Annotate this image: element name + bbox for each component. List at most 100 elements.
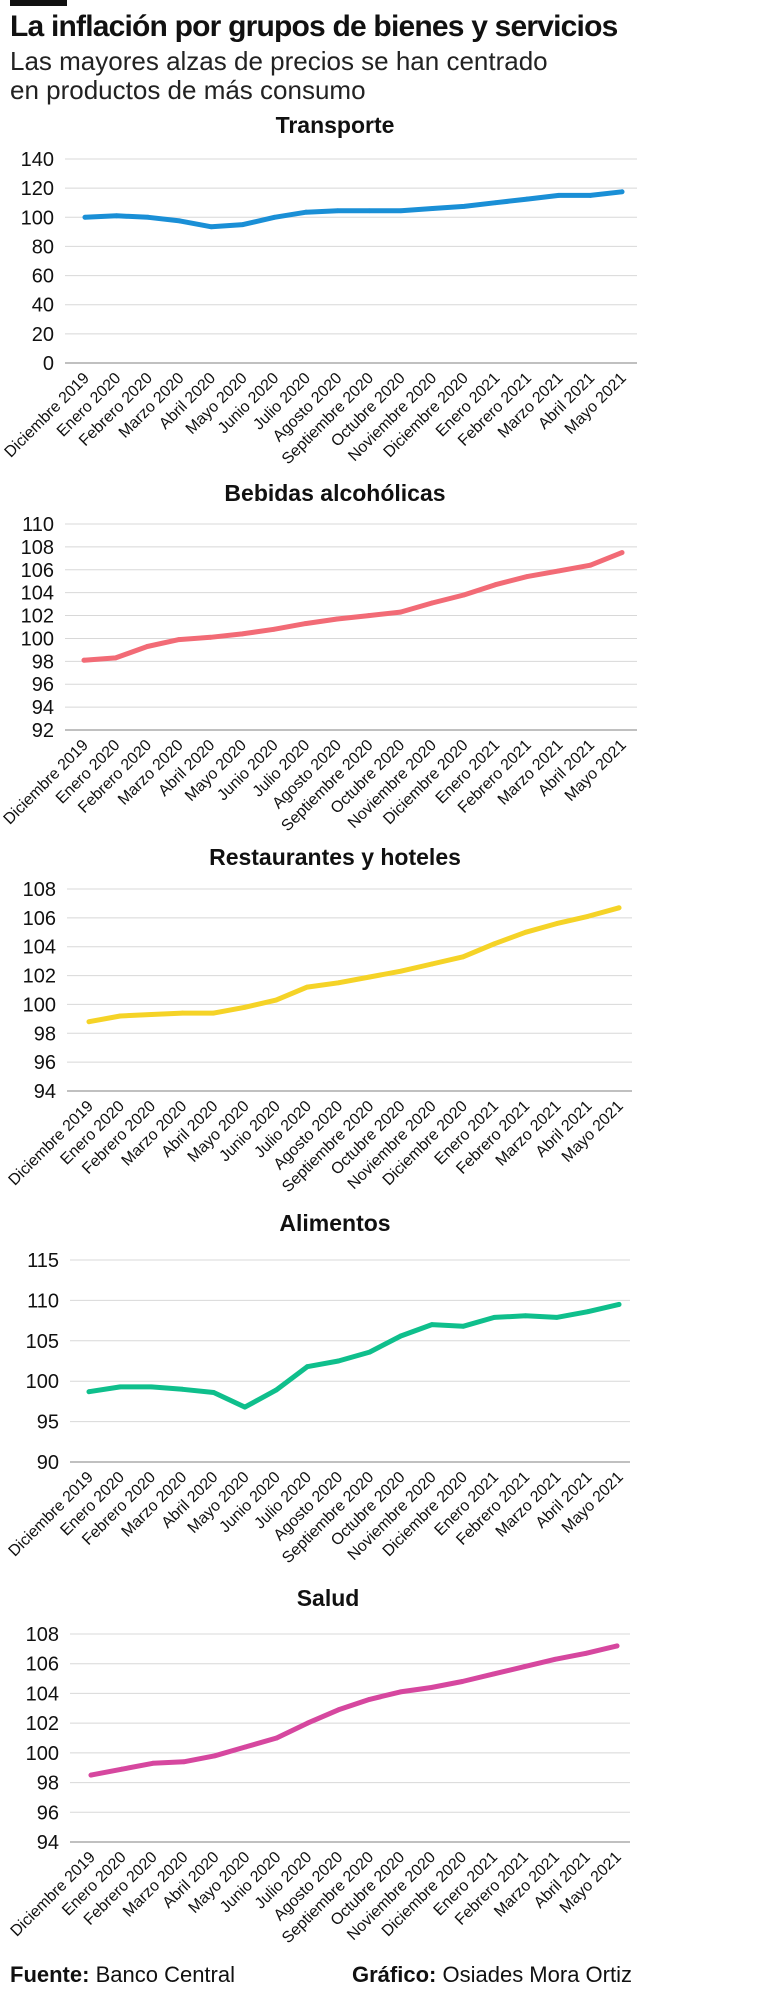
data-point [552,1656,558,1662]
data-point [556,568,562,574]
y-tick-label: 108 [23,879,56,901]
page-title: La inflación por grupos de bienes y serv… [10,10,618,43]
data-point [177,218,183,224]
data-point [144,644,150,649]
data-point [398,1333,404,1339]
y-tick-label: 100 [21,207,54,229]
series-line [88,1643,620,1778]
data-point [554,1314,560,1320]
credit-value: Osiades Mora Ortiz [442,1962,632,1987]
y-tick-label: 120 [21,178,54,200]
data-point [556,193,562,198]
source-credit: Fuente: Banco Central [10,1962,235,1988]
data-point [588,193,593,198]
y-tick-label: 96 [34,1052,56,1074]
data-point [619,189,625,195]
y-tick-label: 98 [37,1773,59,1795]
data-point [273,997,279,1003]
data-point [616,1302,622,1307]
y-tick-label: 94 [32,697,54,719]
data-point [614,1643,620,1649]
data-point [460,1323,466,1329]
source-value: Banco Central [95,1962,235,1987]
y-tick-label: 104 [26,1683,59,1705]
y-tick-label: 98 [32,651,54,673]
series-line [86,905,622,1025]
data-point [619,550,625,556]
data-point [303,621,308,626]
y-tick-label: 115 [27,1250,59,1272]
data-point [367,1696,372,1702]
graphic-credit: Gráfico: Osiades Mora Ortiz [352,1962,632,1988]
y-tick-label: 94 [34,1081,56,1103]
data-point [88,1772,94,1778]
data-point [272,214,277,220]
y-tick-label: 96 [37,1802,59,1824]
y-tick-label: 110 [27,1290,59,1312]
data-point [583,1650,589,1656]
y-tick-label: 105 [26,1331,59,1353]
chart-bebidas-alcoholicas: Bebidas alcohólicas929496981001021041061… [1,480,637,835]
y-tick-label: 102 [23,966,56,988]
y-tick-label: 98 [34,1023,56,1045]
data-point [242,1004,248,1010]
y-tick-label: 102 [26,1713,59,1735]
y-tick-label: 100 [21,628,54,650]
y-tick-label: 20 [32,324,54,346]
y-tick-label: 140 [21,149,54,171]
chart-title: Bebidas alcohólicas [224,480,445,506]
data-point [176,637,182,642]
data-point [243,1744,249,1750]
data-point [145,214,151,220]
data-point [119,1766,125,1772]
y-tick-label: 90 [37,1452,59,1474]
data-point [271,626,277,632]
data-point [429,961,435,967]
chart-title: Transporte [276,112,395,138]
data-point [521,1664,527,1670]
y-tick-label: 106 [23,908,56,930]
data-point [212,1753,218,1759]
data-point [493,200,499,206]
chart-restaurantes-hoteles: Restaurantes y hoteles 94 96 98 100 102 104 106… [6,844,632,1196]
data-point [428,1685,434,1690]
credit-label: Gráfico: [352,1962,437,1987]
series-line [82,189,625,230]
chart-title: Salud [297,1585,360,1611]
data-point [460,954,466,960]
data-point [523,929,528,935]
data-point [554,921,560,927]
y-tick-label: 108 [21,537,54,559]
y-tick-label: 96 [32,674,54,696]
data-point [490,1671,496,1677]
y-tick-label: 95 [37,1412,59,1434]
top-rule [10,0,67,6]
data-point [117,1013,123,1019]
data-point [398,1689,403,1695]
y-tick-label: 92 [32,720,54,742]
page-subtitle: Las mayores alzas de precios se han cent… [10,46,548,105]
data-point [523,1313,528,1319]
data-point [398,208,404,214]
data-point [491,941,497,947]
y-tick-label: 110 [22,514,54,536]
data-point [86,1389,92,1395]
data-point [336,1707,341,1713]
y-tick-label: 102 [21,606,54,628]
data-point [150,1760,156,1766]
data-point [81,657,87,663]
data-point [334,616,340,622]
data-point [587,562,593,568]
data-point [273,1387,279,1393]
data-point [524,196,530,202]
data-point [211,1390,217,1395]
data-point [211,1010,217,1016]
data-point [430,206,435,211]
y-tick-label: 106 [21,560,54,582]
data-point [117,1384,123,1390]
data-point [335,208,341,214]
data-point [366,208,372,214]
data-point [493,582,498,588]
data-point [398,609,403,615]
